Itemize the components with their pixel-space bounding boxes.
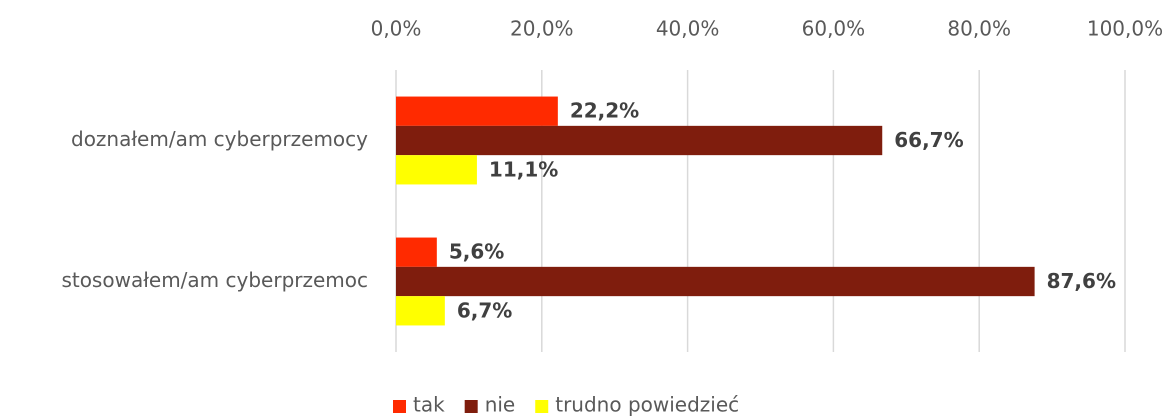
data-label: 87,6% [1047, 269, 1116, 293]
legend-swatch [393, 400, 406, 413]
x-tick-label: 40,0% [656, 17, 720, 41]
y-tick-label: doznałem/am cyberprzemocy [71, 127, 368, 151]
bar [396, 296, 445, 326]
x-tick-label: 60,0% [802, 17, 866, 41]
x-tick-label: 20,0% [510, 17, 574, 41]
legend-swatch [464, 400, 478, 413]
legend-label: trudno powiedzieć [555, 393, 739, 417]
legend-label: nie [485, 393, 516, 417]
data-label: 11,1% [489, 157, 558, 181]
data-label: 22,2% [570, 99, 639, 123]
x-tick-label: 0,0% [371, 17, 422, 41]
data-label: 6,7% [457, 298, 512, 322]
bar [396, 96, 558, 126]
bar [396, 237, 437, 267]
legend-swatch [535, 400, 549, 413]
legend-label: tak [413, 393, 445, 417]
bar [396, 155, 477, 185]
data-label: 5,6% [449, 240, 504, 264]
y-tick-label: stosowałem/am cyberprzemoc [61, 268, 368, 292]
bar [396, 125, 883, 156]
bar [396, 266, 1035, 297]
data-label: 66,7% [894, 128, 963, 152]
x-tick-label: 100,0% [1087, 17, 1163, 41]
x-tick-label: 80,0% [947, 17, 1011, 41]
